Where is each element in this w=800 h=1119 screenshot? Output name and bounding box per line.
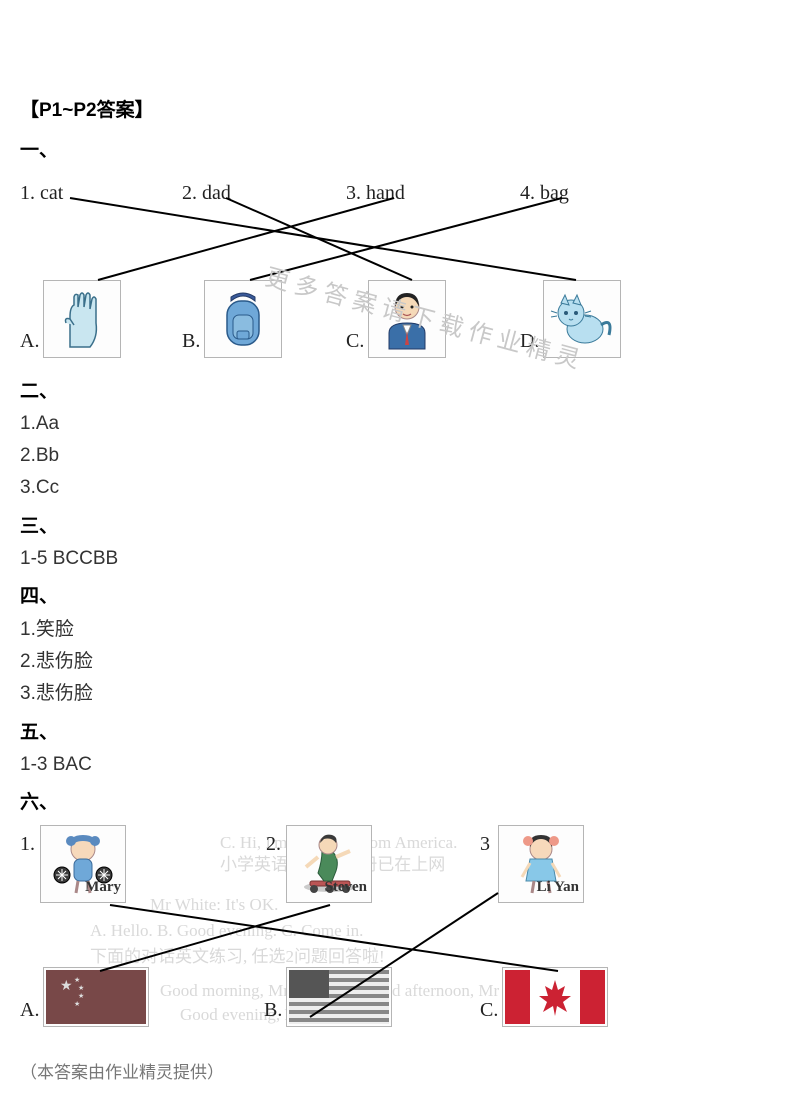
word-num: 1.	[20, 182, 35, 204]
caption: Steven	[325, 875, 368, 901]
page-title: 【P1~P2答案】	[20, 95, 780, 127]
answer-line: 1-3 BAC	[20, 749, 780, 781]
section-3-header: 三、	[20, 511, 780, 543]
item-num: 3	[480, 827, 490, 861]
picture-cat	[543, 280, 621, 358]
word-num: 2.	[182, 182, 197, 204]
item-num: 2.	[266, 827, 281, 861]
svg-text:★: ★	[74, 1000, 80, 1008]
svg-text:★: ★	[78, 984, 84, 992]
answer-line: 1-5 BCCBB	[20, 543, 780, 575]
picture-steven: Steven	[286, 825, 372, 903]
svg-text:★: ★	[78, 992, 84, 1000]
caption: Mary	[85, 875, 121, 901]
section-5-header: 五、	[20, 717, 780, 749]
matching-exercise-2: C. Hi, I'm Amy. I'm from America. 小学英语四下…	[20, 821, 660, 1051]
answer-line: 3.Cc	[20, 472, 780, 504]
word-label: cat	[40, 182, 63, 204]
answer-line: 3.悲伤脸	[20, 678, 780, 710]
bgtext: A. Hello. B. Good evening. C. Come in.	[90, 917, 363, 946]
answer-line: 1.笑脸	[20, 614, 780, 646]
section-6-header: 六、	[20, 787, 780, 819]
word-num: 4.	[520, 182, 535, 204]
option-letter: B.	[182, 324, 200, 358]
answer-line: 2.Bb	[20, 440, 780, 472]
picture-mary: Mary	[40, 825, 126, 903]
bgtext: Mr White: It's OK.	[150, 891, 278, 920]
option-letter: D.	[520, 324, 539, 358]
caption: Li Yan	[537, 875, 579, 901]
flag-canada	[502, 967, 608, 1027]
picture-liyan: Li Yan	[498, 825, 584, 903]
word-label: bag	[540, 182, 569, 204]
item-num: 1.	[20, 827, 35, 861]
option-letter: B.	[264, 993, 282, 1027]
flag-usa	[286, 967, 392, 1027]
picture-hand	[43, 280, 121, 358]
svg-text:★: ★	[60, 977, 73, 993]
picture-bag	[204, 280, 282, 358]
option-letter: C.	[480, 993, 498, 1027]
word-num: 3.	[346, 182, 361, 204]
matching-exercise-1: 1. cat 2. dad 3. hand 4. bag A. B.	[20, 170, 660, 370]
word-label: dad	[202, 182, 231, 204]
option-letter: A.	[20, 993, 39, 1027]
word-row: 1. cat 2. dad 3. hand 4. bag	[20, 170, 660, 210]
footer-note: （本答案由作业精灵提供）	[20, 1059, 780, 1088]
picture-dad	[368, 280, 446, 358]
flag-china: ★ ★ ★ ★ ★	[43, 967, 149, 1027]
section-4-header: 四、	[20, 581, 780, 613]
section-1-header: 一、	[20, 135, 780, 167]
answer-line: 2.悲伤脸	[20, 646, 780, 678]
answer-line: 1.Aa	[20, 408, 780, 440]
option-letter: C.	[346, 324, 364, 358]
word-label: hand	[366, 182, 405, 204]
option-letter: A.	[20, 324, 39, 358]
section-2-header: 二、	[20, 376, 780, 408]
svg-text:★: ★	[74, 976, 80, 984]
